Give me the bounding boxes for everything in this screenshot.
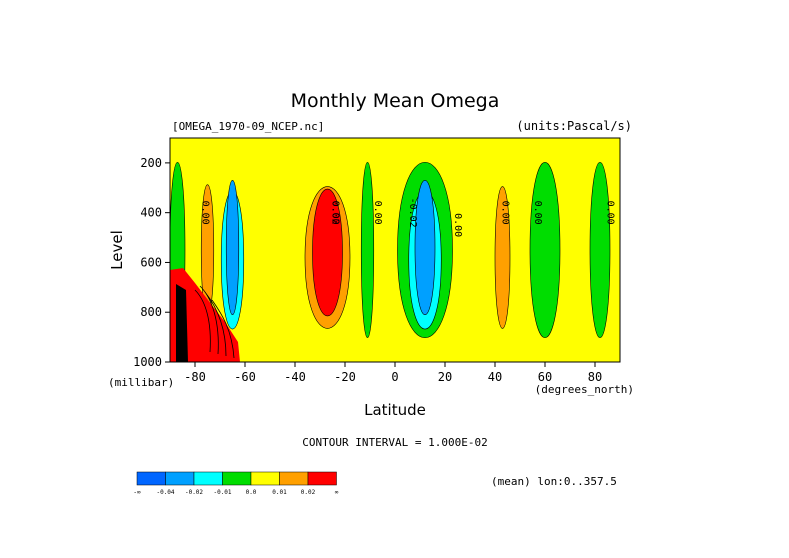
colorbar-swatch [193, 471, 223, 486]
colorbar-swatch [250, 471, 280, 486]
colorbar-swatch [222, 471, 252, 486]
contour-label: 0.00 [532, 201, 543, 225]
colorbar-label: 0.01 [272, 489, 287, 496]
colorbar-label: -0.01 [213, 489, 231, 496]
contour-label: 0.00 [330, 201, 341, 225]
colorbar-label: -0.04 [156, 489, 174, 496]
colorbar-label: 0.02 [301, 489, 316, 496]
colorbar-label: -0.02 [185, 489, 203, 496]
contour-label: -0.02 [407, 198, 418, 228]
mean-note: (mean) lon:0..357.5 [491, 475, 617, 488]
contour-band-blue [225, 180, 240, 316]
y-tick-label: 400 [140, 206, 162, 220]
x-tick-label: -60 [234, 370, 256, 384]
contour-bands [170, 161, 611, 339]
contour-label: 0.00 [500, 201, 511, 225]
contour-label: 0.00 [200, 201, 211, 225]
x-tick-label: 80 [588, 370, 602, 384]
colorbar-label: 0.0 [246, 489, 257, 496]
contour-band-blue [414, 180, 436, 315]
contour-band-green [360, 161, 375, 339]
y-unit-label: (millibar) [108, 376, 174, 389]
colorbar-swatch [165, 471, 195, 486]
chart-title: Monthly Mean Omega [291, 90, 500, 112]
south-pole-region [170, 268, 240, 362]
x-tick-label: -80 [184, 370, 206, 384]
x-tick-label: 0 [391, 370, 398, 384]
colorbar-swatch [279, 471, 309, 486]
contour-label: 0.02 [330, 201, 341, 225]
contour-label: 0.00 [605, 201, 616, 225]
x-axis-label: Latitude [364, 401, 426, 419]
plot-area: 0.00 0.000.02 0.00 -0.02 0.000.000.00 0.00 [169, 137, 621, 363]
units-label: (units:Pascal/s) [516, 119, 632, 133]
polar-missing-area [176, 284, 188, 362]
contour-band-red [312, 189, 343, 316]
colorbar-label: ∞ [335, 489, 339, 496]
polar-red-area [170, 268, 240, 362]
y-tick-label: 1000 [133, 355, 162, 369]
x-tick-label: 40 [488, 370, 502, 384]
dataset-label: [OMEGA_1970-09_NCEP.nc] [172, 120, 324, 133]
x-unit-label: (degrees_north) [535, 383, 634, 396]
contour-band-green [589, 161, 611, 339]
x-tick-label: -20 [334, 370, 356, 384]
y-tick-label: 200 [140, 156, 162, 170]
colorbar-swatch [136, 471, 166, 486]
contour-labels: 0.00 0.000.02 0.00 -0.02 0.000.000.00 0.00 [200, 198, 616, 238]
contour-label: 0.00 [372, 201, 383, 225]
colorbar-label: -∞ [133, 489, 141, 496]
y-tick-label: 600 [140, 255, 162, 269]
x-tick-label: 20 [438, 370, 452, 384]
contour-band-orange [494, 186, 511, 329]
contour-label: 0.00 [452, 213, 463, 237]
y-tick-label: 800 [140, 305, 162, 319]
x-tick-label: -40 [284, 370, 306, 384]
polar-contour-lines [194, 285, 235, 359]
y-axis-label: Level [108, 230, 126, 270]
colorbar: -∞ -0.04 -0.02 -0.01 0.0 0.01 0.02 ∞ [133, 471, 339, 496]
contour-interval: CONTOUR INTERVAL = 1.000E-02 [302, 436, 487, 449]
y-axis: 200 400 600 800 1000 [133, 156, 170, 369]
x-axis: -80 -60 -40 -20 0 20 40 60 80 [184, 362, 602, 384]
colorbar-swatch [307, 471, 337, 486]
contour-band-green [529, 162, 561, 338]
x-tick-label: 60 [538, 370, 552, 384]
